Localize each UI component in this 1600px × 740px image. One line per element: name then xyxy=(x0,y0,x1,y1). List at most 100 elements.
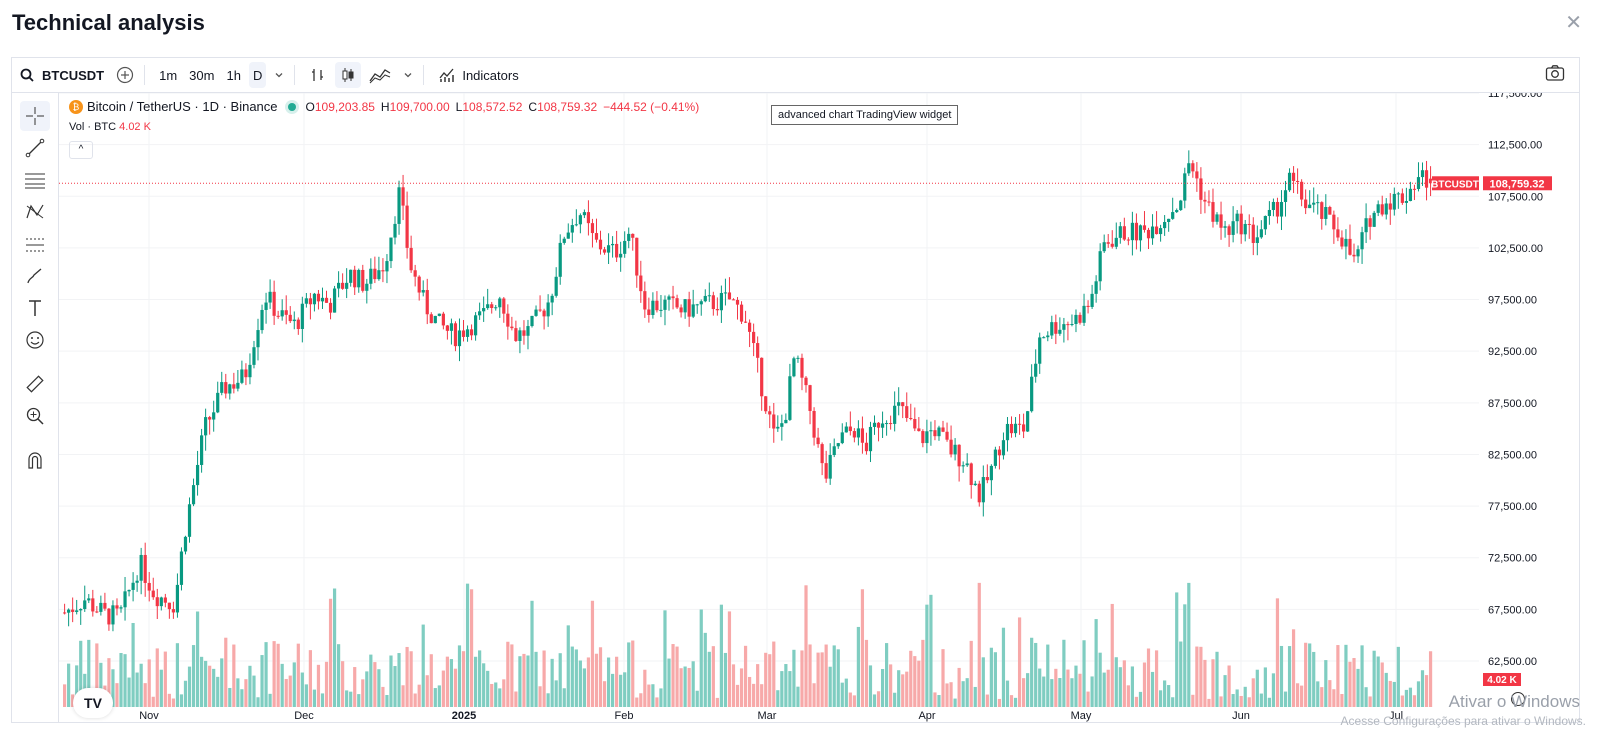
pattern-tool[interactable] xyxy=(20,197,50,227)
candle-body xyxy=(800,357,804,378)
candle-body xyxy=(510,326,514,329)
volume-bar xyxy=(486,670,490,707)
indicators-icon xyxy=(439,68,455,82)
interval-1h[interactable]: 1h xyxy=(226,67,241,83)
forecast-tool[interactable] xyxy=(20,229,50,259)
volume-bar xyxy=(1263,667,1267,707)
price-tick-label: 97,500.00 xyxy=(1488,295,1537,307)
volume-bar xyxy=(695,690,699,707)
candle-body xyxy=(542,310,546,317)
emoji-tool[interactable] xyxy=(20,325,50,355)
symbol-search[interactable]: BTCUSDT xyxy=(16,62,108,88)
compare-button[interactable] xyxy=(112,62,138,88)
interval-30m[interactable]: 30m xyxy=(189,67,215,83)
candle-body xyxy=(1013,423,1018,434)
volume-bar xyxy=(1134,696,1139,707)
volume-bar xyxy=(997,698,1002,707)
chart-type-dropdown[interactable] xyxy=(399,62,417,88)
volume-bar xyxy=(1291,629,1296,707)
time-axis[interactable]: Nov Dec 2025 Feb Mar Apr May Jun Jul xyxy=(59,707,1479,723)
volume-bar xyxy=(574,649,578,707)
candle-body xyxy=(91,598,95,612)
candle-body xyxy=(1283,190,1288,202)
zoom-tool[interactable] xyxy=(20,401,50,431)
text-tool[interactable] xyxy=(20,293,50,323)
volume-bar xyxy=(1110,603,1114,707)
volume-bar xyxy=(421,624,425,707)
volume-bar xyxy=(232,644,236,707)
volume-bar xyxy=(901,674,905,707)
collapse-legend-button[interactable]: ^ xyxy=(69,141,93,159)
candle-body xyxy=(1316,202,1320,204)
candle-body xyxy=(1086,305,1090,307)
volume-bar xyxy=(1195,646,1199,707)
volume-bar xyxy=(171,698,175,707)
volume-bar xyxy=(220,658,224,707)
candle-body xyxy=(1034,363,1038,377)
candle-body xyxy=(1078,314,1082,323)
volume-bar xyxy=(868,665,873,707)
interval-1m[interactable]: 1m xyxy=(159,67,178,83)
candle-body xyxy=(562,238,566,243)
volume-bar xyxy=(1259,693,1263,707)
volume-bar xyxy=(224,637,228,707)
candle-body xyxy=(139,554,143,581)
volume-bar xyxy=(1187,582,1191,707)
trend-line-tool[interactable] xyxy=(20,133,50,163)
brush-tool[interactable] xyxy=(20,261,50,291)
candle-body xyxy=(957,444,961,467)
magnet-tool[interactable] xyxy=(20,445,50,475)
interval-d[interactable]: D xyxy=(248,62,267,88)
volume-bar xyxy=(1275,598,1280,707)
candle-body xyxy=(381,270,385,272)
volume-bar xyxy=(1102,672,1106,707)
volume-bar xyxy=(1215,651,1219,707)
measure-tool[interactable] xyxy=(20,369,50,399)
volume-bar xyxy=(816,652,820,707)
volume-bar xyxy=(1340,694,1344,707)
text-icon xyxy=(29,300,41,316)
interval-dropdown[interactable] xyxy=(270,62,288,88)
tradingview-logo-icon[interactable]: TV xyxy=(73,688,113,718)
candle-body xyxy=(369,268,373,284)
candle-body xyxy=(808,385,812,411)
volume-bar xyxy=(985,694,989,707)
volume-bar xyxy=(707,651,711,707)
candle-body xyxy=(1396,193,1400,195)
snapshot-button[interactable] xyxy=(1545,64,1565,85)
volume-bar xyxy=(1247,697,1251,707)
area-style-button[interactable] xyxy=(365,62,395,88)
chart-canvas[interactable]: BTCUSDT ₿ Bitcoin / TetherUS · 1D · Bina… xyxy=(59,93,1479,718)
candle-body xyxy=(756,343,760,358)
volume-bar xyxy=(498,688,502,707)
candle-body xyxy=(1400,193,1404,203)
settings-icon[interactable] xyxy=(1511,692,1525,706)
price-tick-label: 62,500.00 xyxy=(1488,656,1537,668)
price-axis[interactable]: 117,500.00 112,500.00 107,500.00 102,500.00… xyxy=(1479,88,1580,707)
volume-bar xyxy=(441,670,445,707)
crosshair-tool[interactable] xyxy=(20,101,50,131)
volume-bar xyxy=(1219,696,1223,707)
candle-body xyxy=(1191,163,1195,172)
volume-bar xyxy=(1255,669,1259,707)
time-tick-label: Dec xyxy=(294,710,314,722)
candle-body xyxy=(844,426,848,433)
price-tick-label: 117,500.00 xyxy=(1488,93,1542,100)
volume-bar xyxy=(623,672,627,707)
volume-bar xyxy=(1412,695,1417,707)
fib-tool[interactable] xyxy=(20,165,50,195)
candle-body xyxy=(635,237,639,276)
candle-body xyxy=(357,269,361,288)
candle-body xyxy=(852,431,856,438)
candle-body xyxy=(1001,440,1006,456)
close-icon[interactable]: ✕ xyxy=(1565,12,1582,34)
volume-bar xyxy=(1396,646,1400,707)
candle-body xyxy=(586,212,591,224)
indicators-button[interactable]: Indicators xyxy=(434,62,522,88)
candle-body xyxy=(1231,221,1235,235)
bar-style-button[interactable] xyxy=(305,62,331,88)
volume-bar xyxy=(236,678,240,707)
candle-body xyxy=(1348,238,1352,255)
candle-body xyxy=(977,483,981,503)
candles-style-button[interactable] xyxy=(335,62,362,88)
